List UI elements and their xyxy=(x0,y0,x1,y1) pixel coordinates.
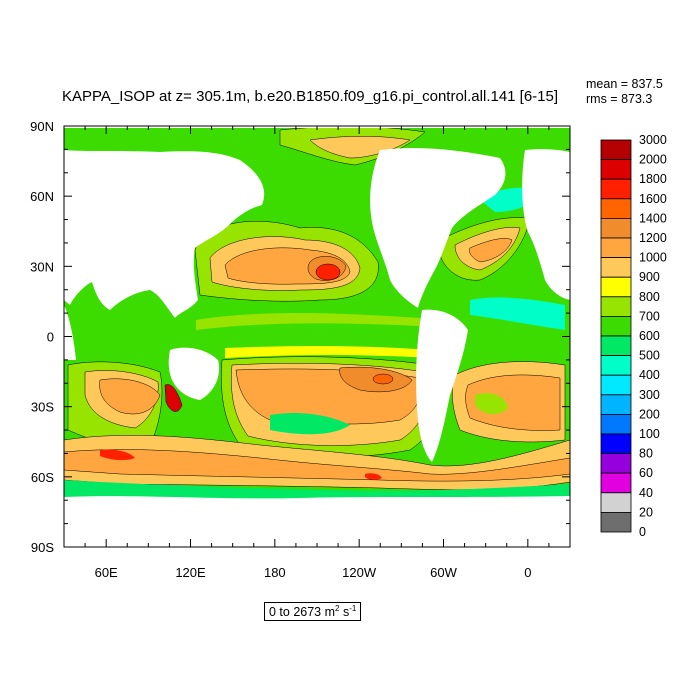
y-tick-label: 30N xyxy=(30,259,54,274)
land xyxy=(64,126,570,547)
colorbar-box xyxy=(600,315,632,337)
colorbar-label: 1600 xyxy=(639,192,667,206)
range-prefix: 0 to 2673 m xyxy=(269,605,336,620)
south-atlantic-low xyxy=(475,393,508,415)
colorbar-label: 600 xyxy=(639,329,660,343)
colorbar-label: 2000 xyxy=(639,153,667,167)
colorbar-label: 1400 xyxy=(639,211,667,225)
range-unit-exp1: 2 xyxy=(335,604,340,613)
equatorial-band xyxy=(196,313,420,330)
colorbar-label: 1000 xyxy=(639,251,667,265)
colorbar-box xyxy=(600,453,632,474)
southern-ocean-max xyxy=(365,473,382,480)
north-pacific-max xyxy=(315,263,341,281)
south-pacific-low xyxy=(270,413,350,435)
y-tick-label: 30S xyxy=(31,400,54,415)
colorbar-box xyxy=(600,394,632,415)
colorbar-box xyxy=(600,374,632,396)
colorbar-box xyxy=(600,237,632,259)
south-pacific-max xyxy=(372,373,394,385)
rms-stat: rms = 873.3 xyxy=(586,92,653,106)
y-tick-label: 0 xyxy=(47,330,54,345)
equatorial-band xyxy=(225,345,430,358)
x-tick-label: 180 xyxy=(264,565,286,580)
chart-title: KAPPA_ISOP at z= 305.1m, b.e20.B1850.f09… xyxy=(62,88,559,105)
colorbar-box xyxy=(600,433,632,455)
colorbar-label: 300 xyxy=(639,388,660,402)
colorbar-label: 800 xyxy=(639,290,660,304)
colorbar-label: 100 xyxy=(639,427,660,441)
y-tick-label: 60N xyxy=(30,189,54,204)
north-atlantic-contour xyxy=(469,238,513,263)
colorbar-box xyxy=(600,492,632,513)
indian-ocean-contour xyxy=(99,378,161,415)
x-tick-label: 120E xyxy=(175,565,206,580)
colorbar-label: 1200 xyxy=(639,231,667,245)
tasman-max xyxy=(164,384,183,412)
colorbar-box xyxy=(600,512,632,533)
x-tick-label: 60W xyxy=(430,565,457,580)
south-atlantic-contour xyxy=(465,374,561,431)
axes: 60E 120E 180 120W 60W 0 90N 60N 30N 0 30S 60S 90S xyxy=(30,119,570,580)
colorbar-box xyxy=(600,139,632,161)
colorbar-label: 500 xyxy=(639,349,660,363)
x-tick-label: 60E xyxy=(95,565,118,580)
colorbar-box xyxy=(600,472,632,494)
y-tick-label: 90S xyxy=(31,540,54,555)
colorbar-label: 3000 xyxy=(639,133,667,147)
y-tick-label: 60S xyxy=(31,470,54,485)
range-unit-exp2: -1 xyxy=(349,604,357,613)
colorbar-box xyxy=(600,159,632,180)
colorbar-label: 200 xyxy=(639,407,660,421)
colorbar-label: 900 xyxy=(639,270,660,284)
colorbar-label: 80 xyxy=(639,447,653,461)
colorbar-box xyxy=(600,355,632,376)
colorbar-box xyxy=(600,276,632,298)
tropical-atlantic xyxy=(470,297,565,330)
antarctic-shelf xyxy=(64,480,570,499)
colorbar-label: 700 xyxy=(639,309,660,323)
colorbar-label: 400 xyxy=(639,368,660,382)
map-field xyxy=(64,126,570,547)
southern-ocean-max xyxy=(100,449,135,461)
mean-stat: mean = 837.5 xyxy=(586,77,663,91)
colorbar-label: 0 xyxy=(639,525,646,539)
x-tick-label: 0 xyxy=(524,565,531,580)
colorbar-label: 1800 xyxy=(639,172,667,186)
range-mid: s xyxy=(339,605,350,620)
colorbar-box xyxy=(600,257,632,278)
colorbar-box xyxy=(600,413,632,435)
y-tick-label: 90N xyxy=(30,119,54,134)
colorbar-box xyxy=(600,178,632,200)
southern-ocean-contour xyxy=(64,449,570,482)
colorbar-label: 20 xyxy=(639,505,653,519)
colorbar-label: 60 xyxy=(639,466,653,480)
colorbar: 3000200018001600140012001000900800700600… xyxy=(600,133,667,539)
colorbar-box xyxy=(600,217,632,239)
x-tick-label: 120W xyxy=(342,565,377,580)
colorbar-label: 40 xyxy=(639,486,653,500)
range-label: 0 to 2673 m2 s-1 xyxy=(264,602,362,622)
colorbar-box xyxy=(600,335,632,357)
colorbar-box xyxy=(600,198,632,219)
colorbar-box xyxy=(600,296,632,317)
